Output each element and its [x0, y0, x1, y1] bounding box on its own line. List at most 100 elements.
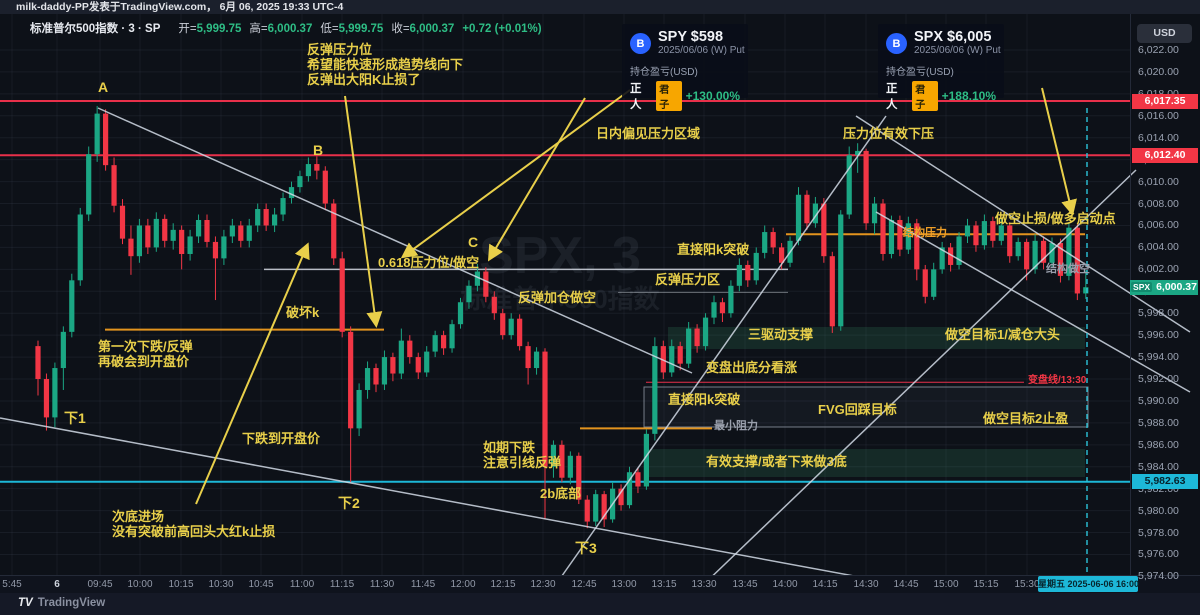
owner-tag: 君子 — [656, 81, 682, 111]
alert-price-label: 6,017.35 — [1132, 93, 1198, 109]
candle-body — [297, 176, 303, 188]
price-tick-label: 6,014.00 — [1138, 131, 1179, 144]
fvg-target-box[interactable] — [643, 386, 1089, 428]
time-tick-label: 12:00 — [450, 579, 476, 590]
candle-body — [846, 155, 852, 215]
time-tick-label: 15:30 — [1014, 579, 1040, 590]
annotation-arrow[interactable] — [195, 242, 310, 505]
price-tick-label: 5,974.00 — [1138, 570, 1179, 583]
last-price-label: SPX 6,000.37 — [1130, 279, 1198, 295]
position-title: SPX $6,005 — [914, 29, 992, 45]
ohlc-header: 标准普尔500指数 · 3 · SP 开=5,999.75 高=6,000.37 低=… — [30, 20, 542, 36]
tradingview-logo[interactable]: TV TradingView — [18, 597, 105, 609]
time-tick-label: 15:15 — [973, 579, 999, 590]
candle-body — [626, 472, 633, 506]
pnl-value: +188.10% — [941, 89, 996, 103]
alert-price-label: 6,012.40 — [1132, 147, 1198, 163]
time-tick-label: 11:00 — [289, 579, 315, 590]
candle-body — [77, 214, 83, 281]
owner-name: 正人 — [886, 83, 898, 111]
candle-body — [364, 368, 371, 390]
time-tick-label: 12:45 — [571, 579, 597, 590]
candle-body — [533, 351, 540, 369]
position-widget-spy[interactable]: B SPY $598 2025/06/06 (W) Put 持仓盈亏(USD) … — [622, 24, 748, 111]
candle-body — [255, 209, 261, 226]
position-widget-spx[interactable]: B SPX $6,005 2025/06/06 (W) Put 持仓盈亏(USD… — [878, 24, 1004, 111]
pnl-label: 持仓盈亏(USD) — [630, 67, 698, 78]
footer-bar: TV TradingView — [0, 593, 1200, 615]
candle-body — [939, 247, 945, 270]
annotation-arrow[interactable] — [1041, 87, 1077, 216]
candle-body — [441, 335, 447, 349]
candle-body — [517, 318, 523, 347]
price-tick-label: 5,990.00 — [1138, 394, 1179, 407]
symbol-tag: SPX — [1131, 281, 1153, 292]
candle-body — [677, 346, 683, 364]
trend-line[interactable] — [699, 169, 1137, 589]
candle-body — [153, 218, 159, 248]
price-tick-label: 6,004.00 — [1138, 241, 1179, 254]
trend-line[interactable] — [97, 107, 693, 374]
candle-body — [821, 203, 827, 257]
candle-body — [119, 205, 126, 239]
candle-body — [686, 328, 692, 364]
candle-body — [491, 296, 497, 314]
candle-body — [1040, 240, 1047, 263]
candle-body — [584, 499, 590, 522]
time-tick-label: 10:45 — [248, 579, 274, 590]
candle-body — [914, 223, 920, 270]
candle-body — [229, 225, 235, 237]
candle-body — [964, 225, 971, 237]
candle-body — [390, 357, 396, 374]
candle-body — [35, 346, 41, 380]
candle-body — [779, 247, 785, 263]
candle-body — [719, 302, 726, 314]
ohlc-field-label: 低= — [320, 23, 339, 35]
support-zone[interactable] — [668, 327, 1085, 349]
candle-body — [1057, 243, 1064, 276]
candle-body — [888, 219, 895, 254]
time-tick-label: 14:15 — [812, 579, 838, 590]
time-tick-label: 11:15 — [329, 579, 355, 590]
candle-body — [694, 328, 700, 347]
candle-body — [829, 256, 835, 327]
annotation-arrow[interactable] — [344, 95, 383, 328]
candle-body — [702, 317, 709, 347]
time-tick-label: 11:45 — [410, 579, 436, 590]
ohlc-field-value: 5,999.75 — [338, 23, 384, 35]
candle-body — [474, 271, 480, 286]
candle-body — [432, 335, 438, 352]
currency-toggle-button[interactable]: USD — [1137, 24, 1192, 43]
candle-body — [745, 264, 751, 281]
candle-body — [981, 221, 987, 246]
candle-body — [305, 164, 311, 177]
ohlc-field-label: 开= — [178, 23, 197, 35]
candle-body — [618, 488, 624, 506]
price-tick-label: 5,988.00 — [1138, 416, 1179, 429]
support-zone[interactable] — [645, 449, 1085, 477]
price-tick-label: 5,998.00 — [1138, 307, 1179, 320]
candle-body — [136, 225, 142, 257]
time-tick-label: 14:30 — [853, 579, 879, 590]
price-tick-label: 6,022.00 — [1138, 44, 1179, 56]
trend-line[interactable] — [0, 417, 909, 587]
trend-line[interactable] — [875, 211, 1191, 393]
candle-body — [669, 346, 675, 373]
candle-body — [221, 236, 227, 259]
symbol-title[interactable]: 标准普尔500指数 · 3 · SP — [30, 23, 161, 35]
time-tick-label: 09:45 — [87, 579, 113, 590]
candle-body — [407, 340, 413, 358]
time-axis[interactable] — [0, 575, 1200, 593]
candle-body — [339, 258, 345, 332]
trend-line[interactable] — [551, 115, 887, 591]
trend-line[interactable] — [855, 115, 1191, 333]
annotation-arrow[interactable] — [400, 89, 631, 259]
annotation-arrow[interactable] — [487, 97, 586, 262]
ohlc-field-value: 6,000.37 — [267, 23, 313, 35]
change-value: +0.72 (+0.01%) — [462, 23, 542, 35]
candle-body — [94, 113, 100, 155]
candle-body — [559, 444, 565, 478]
candle-body — [52, 368, 58, 418]
